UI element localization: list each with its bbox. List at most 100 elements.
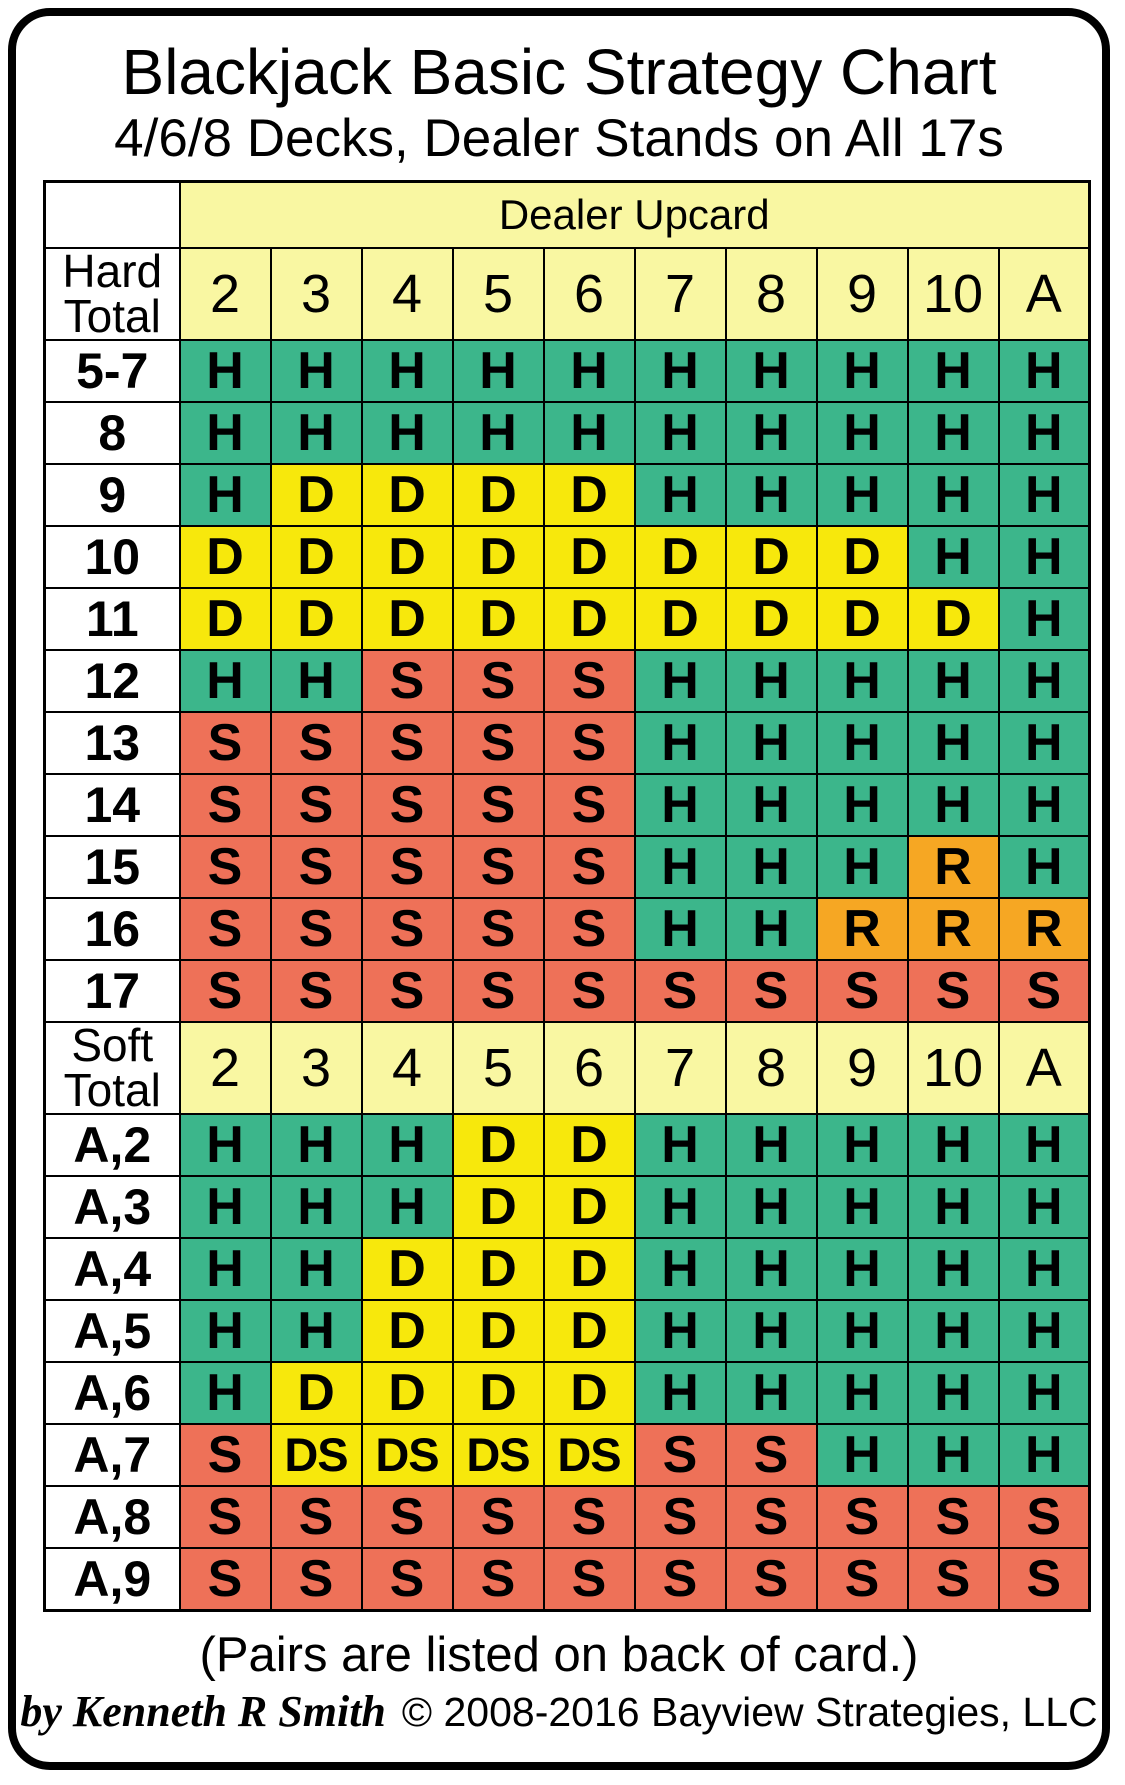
- cell-a-5-vs-2: H: [178, 1298, 272, 1363]
- cell-14-vs-6: S: [542, 772, 636, 837]
- cell-14-vs-8: H: [724, 772, 818, 837]
- cell-12-vs-8: H: [724, 648, 818, 713]
- cell-16-vs-7: H: [633, 896, 727, 961]
- cell-5-7-vs-10: H: [906, 338, 1000, 403]
- cell-13-vs-7: H: [633, 710, 727, 775]
- cell-a-7-vs-10: H: [906, 1422, 1000, 1487]
- hand-label-9: 9: [43, 462, 181, 527]
- hand-label-16: 16: [43, 896, 181, 961]
- strategy-card: Blackjack Basic Strategy Chart 4/6/8 Dec…: [8, 8, 1110, 1770]
- cell-12-vs-4: S: [360, 648, 454, 713]
- cell-9-vs-4: D: [360, 462, 454, 527]
- hand-label-a-5: A,5: [43, 1298, 181, 1363]
- cell-8-vs-9: H: [815, 400, 909, 465]
- cell-a-4-vs-a: H: [997, 1236, 1091, 1301]
- upcard-soft-total-4: 4: [360, 1020, 454, 1115]
- cell-a-2-vs-5: D: [451, 1112, 545, 1177]
- cell-a-3-vs-a: H: [997, 1174, 1091, 1239]
- cell-a-8-vs-a: S: [997, 1484, 1091, 1549]
- cell-a-5-vs-5: D: [451, 1298, 545, 1363]
- cell-a-9-vs-10: S: [906, 1546, 1000, 1611]
- row-14: 14 S S S S S H H H H H: [43, 772, 1091, 837]
- cell-a-3-vs-3: H: [269, 1174, 363, 1239]
- cell-13-vs-3: S: [269, 710, 363, 775]
- cell-a-8-vs-7: S: [633, 1484, 727, 1549]
- cell-16-vs-3: S: [269, 896, 363, 961]
- hand-label-12: 12: [43, 648, 181, 713]
- hand-label-a-8: A,8: [43, 1484, 181, 1549]
- cell-5-7-vs-2: H: [178, 338, 272, 403]
- cell-a-9-vs-5: S: [451, 1546, 545, 1611]
- cell-14-vs-10: H: [906, 772, 1000, 837]
- cell-a-8-vs-10: S: [906, 1484, 1000, 1549]
- cell-5-7-vs-7: H: [633, 338, 727, 403]
- cell-13-vs-2: S: [178, 710, 272, 775]
- cell-a-8-vs-8: S: [724, 1484, 818, 1549]
- cell-12-vs-10: H: [906, 648, 1000, 713]
- cell-15-vs-2: S: [178, 834, 272, 899]
- soft-total-header-row: Soft Total 2 3 4 5 6 7 8 9 10 A: [43, 1020, 1091, 1115]
- hand-label-a-2: A,2: [43, 1112, 181, 1177]
- cell-9-vs-6: D: [542, 462, 636, 527]
- cell-a-8-vs-2: S: [178, 1484, 272, 1549]
- cell-10-vs-a: H: [997, 524, 1091, 589]
- pairs-note: (Pairs are listed on back of card.): [199, 1628, 919, 1682]
- cell-11-vs-3: D: [269, 586, 363, 651]
- cell-15-vs-9: H: [815, 834, 909, 899]
- cell-a-3-vs-5: D: [451, 1174, 545, 1239]
- cell-11-vs-5: D: [451, 586, 545, 651]
- cell-12-vs-2: H: [178, 648, 272, 713]
- row-a-9: A,9 S S S S S S S S S S: [43, 1546, 1091, 1611]
- cell-11-vs-2: D: [178, 586, 272, 651]
- cell-16-vs-10: R: [906, 896, 1000, 961]
- hard-total-header-row: Hard Total 2 3 4 5 6 7 8 9 10 A: [43, 246, 1091, 341]
- cell-11-vs-8: D: [724, 586, 818, 651]
- cell-9-vs-8: H: [724, 462, 818, 527]
- upcard-hard-total-a: A: [997, 246, 1091, 341]
- row-15: 15 S S S S S H H H R H: [43, 834, 1091, 899]
- row-a-8: A,8 S S S S S S S S S S: [43, 1484, 1091, 1549]
- copyright-text: © 2008-2016 Bayview Strategies, LLC: [401, 1689, 1098, 1735]
- cell-a-8-vs-6: S: [542, 1484, 636, 1549]
- dealer-upcard-label: Dealer Upcard: [178, 180, 1091, 249]
- cell-a-3-vs-6: D: [542, 1174, 636, 1239]
- cell-a-8-vs-3: S: [269, 1484, 363, 1549]
- cell-8-vs-a: H: [997, 400, 1091, 465]
- cell-9-vs-9: H: [815, 462, 909, 527]
- upcard-hard-total-5: 5: [451, 246, 545, 341]
- cell-12-vs-a: H: [997, 648, 1091, 713]
- cell-10-vs-4: D: [360, 524, 454, 589]
- cell-15-vs-6: S: [542, 834, 636, 899]
- upcard-hard-total-4: 4: [360, 246, 454, 341]
- byline: by Kenneth R Smith © 2008-2016 Bayview St…: [16, 1688, 1102, 1736]
- cell-a-8-vs-9: S: [815, 1484, 909, 1549]
- cell-11-vs-6: D: [542, 586, 636, 651]
- cell-a-4-vs-4: D: [360, 1236, 454, 1301]
- cell-10-vs-3: D: [269, 524, 363, 589]
- cell-a-9-vs-6: S: [542, 1546, 636, 1611]
- cell-a-6-vs-6: D: [542, 1360, 636, 1425]
- cell-a-8-vs-5: S: [451, 1484, 545, 1549]
- upcard-soft-total-8: 8: [724, 1020, 818, 1115]
- cell-16-vs-4: S: [360, 896, 454, 961]
- cell-a-5-vs-a: H: [997, 1298, 1091, 1363]
- cell-10-vs-2: D: [178, 524, 272, 589]
- cell-9-vs-3: D: [269, 462, 363, 527]
- cell-a-7-vs-a: H: [997, 1422, 1091, 1487]
- cell-a-9-vs-3: S: [269, 1546, 363, 1611]
- cell-16-vs-a: R: [997, 896, 1091, 961]
- cell-a-3-vs-9: H: [815, 1174, 909, 1239]
- cell-17-vs-10: S: [906, 958, 1000, 1023]
- row-a-3: A,3 H H H D D H H H H H: [43, 1174, 1091, 1239]
- upcard-soft-total-2: 2: [178, 1020, 272, 1115]
- upcard-hard-total-2: 2: [178, 246, 272, 341]
- cell-8-vs-8: H: [724, 400, 818, 465]
- cell-a-2-vs-2: H: [178, 1112, 272, 1177]
- cell-9-vs-10: H: [906, 462, 1000, 527]
- row-5-7: 5-7 H H H H H H H H H H: [43, 338, 1091, 403]
- hand-label-17: 17: [43, 958, 181, 1023]
- cell-a-9-vs-a: S: [997, 1546, 1091, 1611]
- cell-5-7-vs-5: H: [451, 338, 545, 403]
- cell-5-7-vs-4: H: [360, 338, 454, 403]
